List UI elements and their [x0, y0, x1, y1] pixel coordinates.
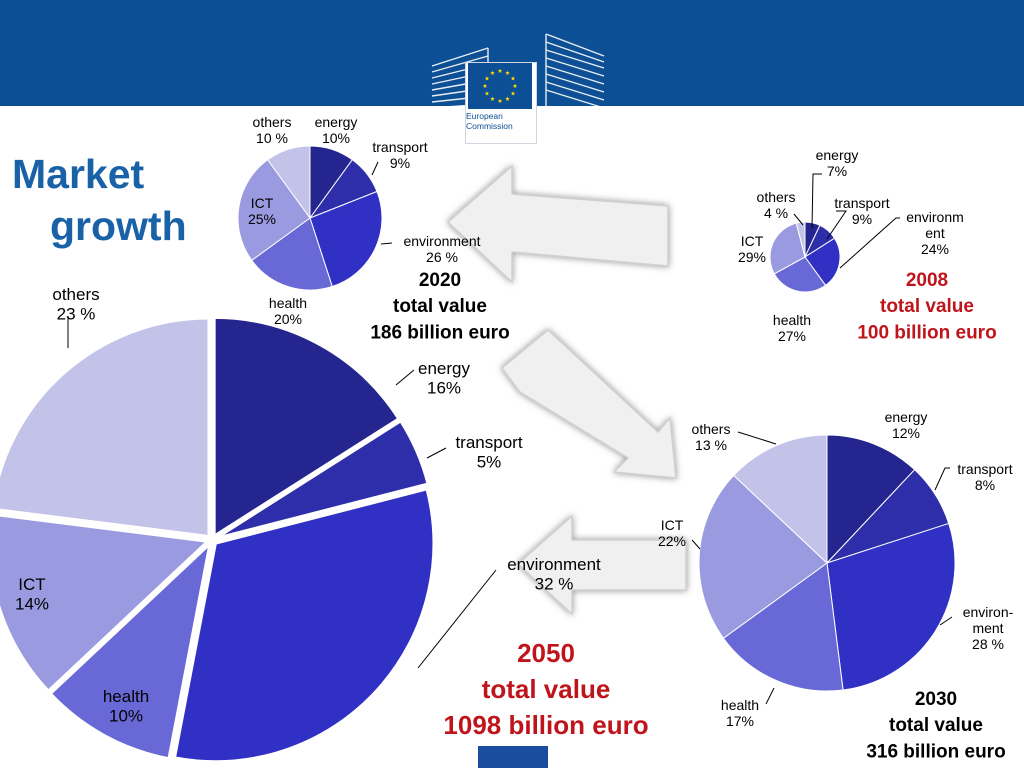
eu-logo-text: European Commission: [466, 111, 534, 131]
pie-slice-2030-5: [732, 434, 828, 565]
slice-label-2050-2: environment 32 %: [507, 555, 601, 594]
arrows-layer: [446, 164, 687, 616]
pie-slice-2050-1: [215, 419, 430, 540]
slice-label-2008-1: transport 9%: [834, 195, 889, 227]
leader-line-2020-1: [371, 161, 379, 176]
leader-line-2050-1: [426, 447, 447, 459]
slice-label-2050-1: transport 5%: [455, 433, 522, 472]
leader-line-2020-2: [380, 242, 393, 245]
slice-label-2030-1: transport 8%: [957, 461, 1012, 493]
pie-slice-2020-4: [237, 159, 311, 262]
pie-chart-2008: energy 7% transport 9% environm ent 24% health 2…: [738, 147, 997, 344]
arrow-2008-to-2020: [446, 164, 669, 284]
eu-star-icon: [484, 91, 490, 96]
pie-slice-2050-0: [213, 316, 401, 538]
eu-star-icon: [512, 83, 518, 88]
arrow-2030-to-2050: [516, 514, 687, 616]
arrow-2020-to-2030: [500, 329, 677, 479]
leader-line-2030-5: [737, 431, 777, 445]
leader-line-2008-0: [811, 173, 822, 229]
slice-label-2020-3: health 20%: [269, 295, 307, 327]
pie-slice-2030-3: [722, 562, 844, 692]
pie-slice-2030-2: [826, 522, 956, 691]
eu-star-icon: [510, 91, 516, 96]
leader-line-2008-1: [826, 210, 847, 240]
eu-flag-icon: [468, 63, 532, 109]
title-line1: Market: [12, 151, 145, 197]
leader-line-2008-2: [839, 217, 900, 269]
leader-line-2008-5: [793, 213, 804, 226]
leader-line-2030-4: [691, 539, 701, 550]
pie-slice-2050-4: [0, 514, 211, 693]
slice-label-2008-4: ICT 29%: [738, 233, 766, 265]
eu-star-icon: [505, 96, 510, 101]
pie-slice-2020-2: [309, 190, 383, 288]
leader-line-2050-0: [395, 369, 415, 386]
eu-star-icon: [497, 98, 503, 103]
eu-star-icon: [490, 96, 495, 101]
pie-slice-2008-2: [804, 237, 841, 287]
logo-text-line1: European: [466, 111, 503, 121]
eu-star-icon: [510, 76, 516, 81]
leader-line-2050-2: [417, 569, 497, 669]
eu-star-icon: [497, 68, 503, 73]
pie-slice-2050-2: [173, 487, 435, 763]
slice-label-2030-0: energy 12%: [885, 409, 928, 441]
slice-label-2030-2: environ-ment 28 %: [963, 604, 1014, 652]
leader-line-2030-2: [939, 616, 953, 626]
eu-star-icon: [490, 70, 495, 75]
pie-chart-2030: energy 12% transport 8% environ-ment 28 % heal…: [658, 409, 1014, 762]
page-title: Market growth: [12, 148, 232, 252]
commission-building-logo: [431, 33, 605, 112]
pie-slice-2020-3: [251, 217, 333, 291]
pie-slice-2050-5: [0, 316, 210, 538]
chart-title-2050: 2050 total value 1098 billion euro: [443, 638, 648, 740]
pie-slice-2020-5: [266, 145, 311, 220]
slice-label-2008-0: energy 7%: [816, 147, 859, 179]
pies-layer: energy 7% transport 9% environm ent 24% health 2…: [0, 114, 1014, 763]
leader-line-2030-3: [765, 687, 775, 705]
pie-slice-2030-0: [826, 434, 916, 565]
slice-label-2050-4: ICT 14%: [15, 575, 49, 614]
slice-label-2050-3: health 10%: [103, 687, 149, 726]
eu-star-icon: [482, 83, 488, 88]
slice-label-2030-5: others 13 %: [692, 421, 731, 453]
slice-label-2030-4: ICT 22%: [658, 517, 686, 549]
slice-label-2020-0: energy 10%: [315, 114, 358, 146]
slice-label-2008-3: health 27%: [773, 312, 811, 344]
slice-label-2020-4: ICT 25%: [248, 195, 276, 227]
slice-label-2020-1: transport 9%: [372, 139, 427, 171]
slice-label-2050-5: others 23 %: [52, 285, 99, 324]
slice-label-2020-5: others 10 %: [253, 114, 292, 146]
pie-chart-2020: energy 10% transport 9% environment 26 % healt…: [237, 114, 510, 343]
logo-text-line2: Commission: [466, 121, 513, 131]
chart-title-2030: 2030 total value 316 billion euro: [866, 689, 1005, 762]
pie-slice-2050-3: [48, 540, 212, 760]
eu-star-icon: [505, 70, 510, 75]
slice-label-2030-3: health 17%: [721, 697, 759, 729]
chart-title-2020: 2020 total value 186 billion euro: [370, 270, 509, 343]
pie-slice-2030-4: [698, 474, 828, 639]
chart-title-2008: 2008 total value 100 billion euro: [857, 270, 996, 343]
slice-label-2008-2: environm ent 24%: [906, 209, 964, 257]
footer-bar: [478, 746, 548, 768]
eu-star-icon: [484, 76, 490, 81]
slice-label-2020-2: environment 26 %: [403, 233, 480, 265]
pie-slice-2008-3: [773, 256, 827, 293]
pie-chart-2050: energy 16% transport 5% environment 32 % healt…: [0, 285, 649, 763]
slice-label-2050-0: energy 16%: [418, 359, 470, 398]
pie-slice-2008-4: [769, 222, 806, 275]
slice-label-2008-5: others 4 %: [757, 189, 796, 221]
title-line2: growth: [50, 203, 187, 249]
leader-line-2030-1: [934, 467, 950, 491]
